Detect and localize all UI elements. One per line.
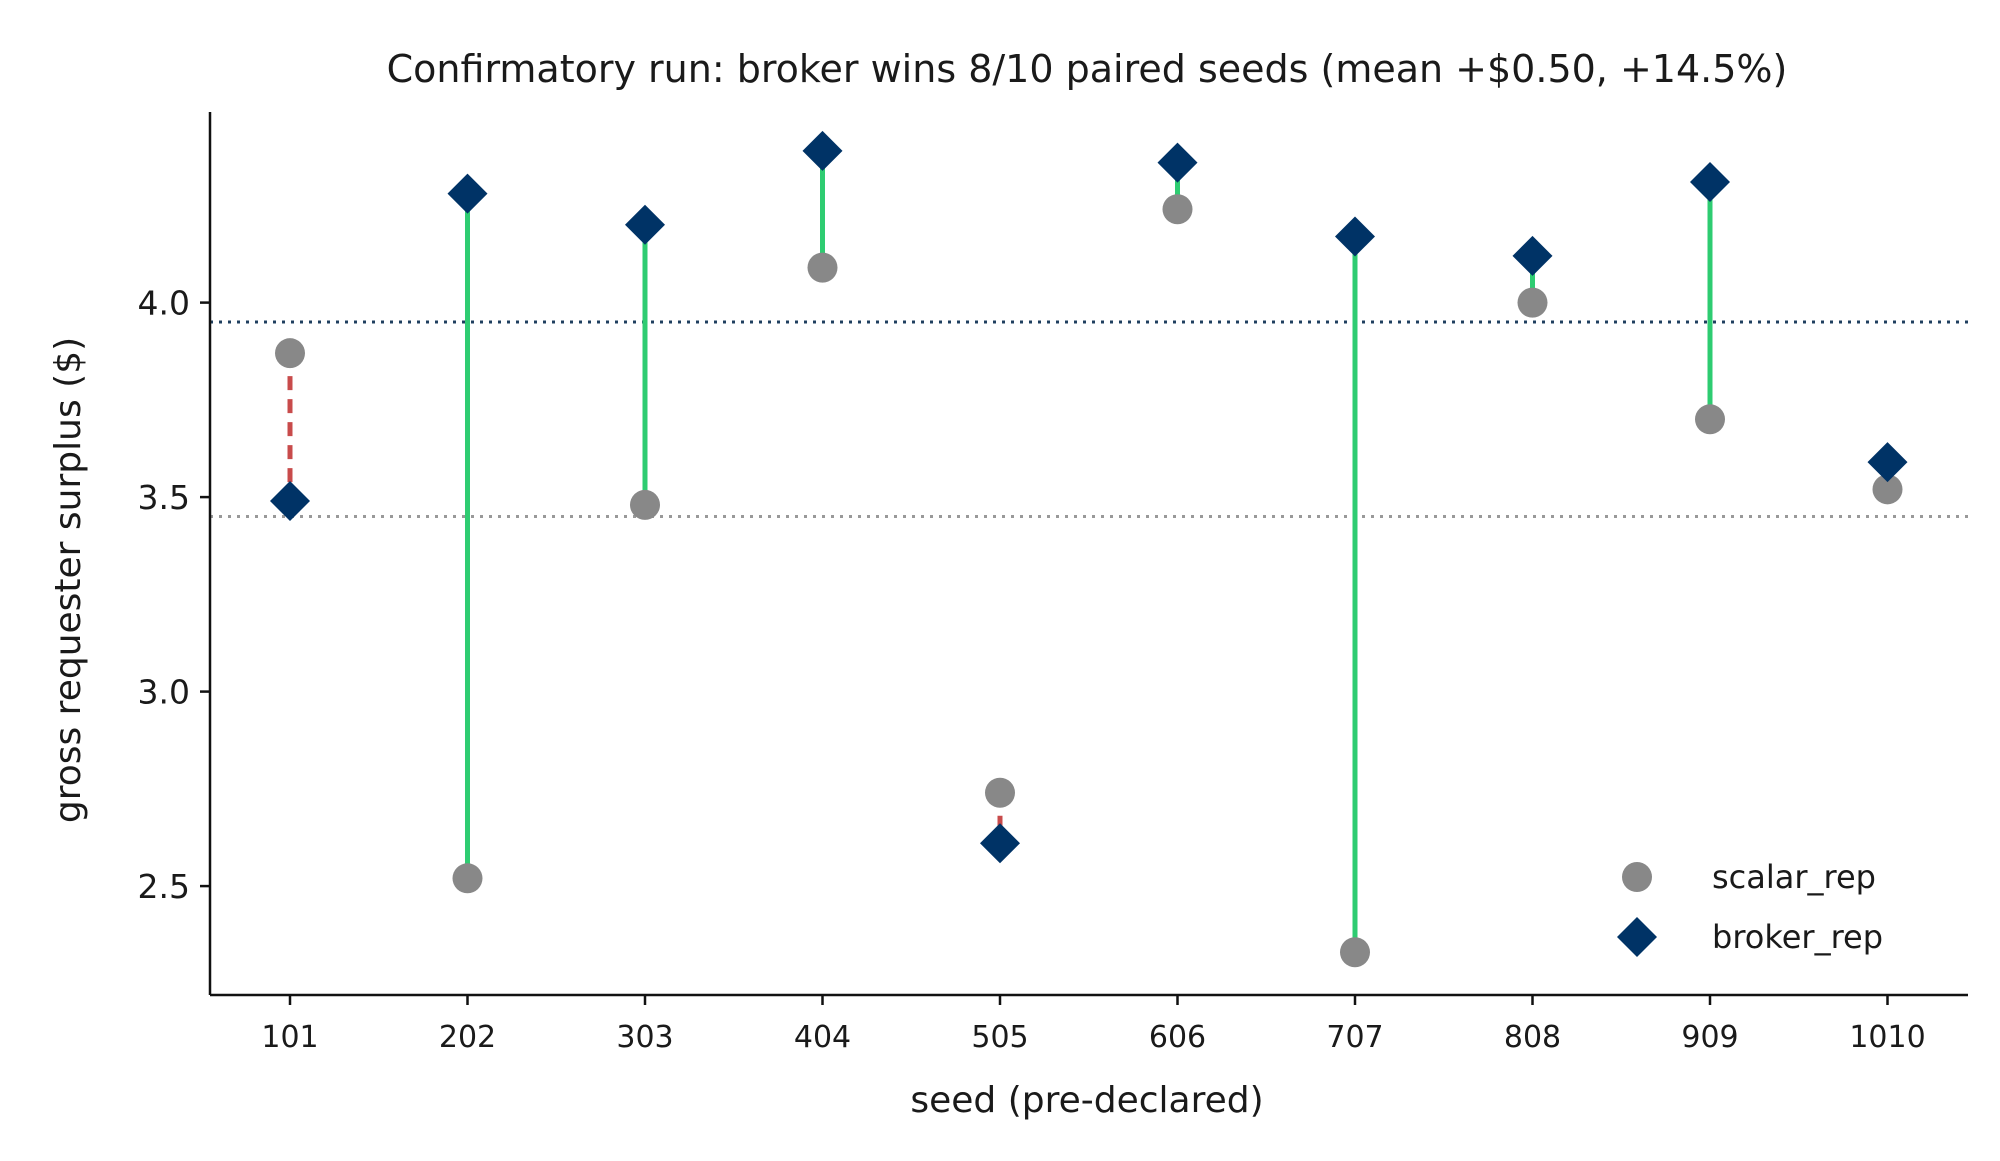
broker-point-101 bbox=[270, 480, 310, 521]
x-tick-label: 101 bbox=[261, 1020, 318, 1055]
x-tick-label: 505 bbox=[971, 1020, 1028, 1055]
y-tick-label: 4.0 bbox=[138, 284, 190, 323]
x-tick-label: 606 bbox=[1149, 1020, 1206, 1055]
x-tick-label: 909 bbox=[1681, 1020, 1738, 1055]
scalar-point-202 bbox=[452, 863, 483, 894]
data-points bbox=[270, 130, 1908, 968]
broker-point-505 bbox=[980, 823, 1020, 864]
scalar-point-505 bbox=[985, 777, 1015, 808]
x-tick-label: 404 bbox=[794, 1020, 851, 1055]
legend-label-broker: broker_rep bbox=[1712, 918, 1883, 956]
scalar-point-707 bbox=[1340, 937, 1370, 968]
x-tick-label: 1010 bbox=[1849, 1020, 1925, 1055]
legend: scalar_rep broker_rep bbox=[1617, 858, 1883, 957]
x-tick-label: 808 bbox=[1504, 1020, 1561, 1055]
legend-marker-scalar bbox=[1622, 862, 1652, 892]
chart-title: Confirmatory run: broker wins 8/10 paire… bbox=[387, 47, 1788, 91]
broker-point-808 bbox=[1512, 235, 1553, 276]
broker-point-606 bbox=[1157, 142, 1198, 183]
x-tick-label: 303 bbox=[616, 1020, 673, 1055]
broker-point-909 bbox=[1690, 162, 1730, 203]
x-tick-label: 707 bbox=[1326, 1020, 1383, 1055]
y-ticks: 2.5 3.0 3.5 4.0 bbox=[138, 284, 210, 906]
broker-point-202 bbox=[447, 173, 488, 214]
connectors bbox=[287, 150, 1890, 953]
scalar-point-909 bbox=[1695, 404, 1725, 435]
broker-point-707 bbox=[1335, 216, 1375, 257]
broker-point-1010 bbox=[1867, 442, 1908, 483]
axes bbox=[208, 112, 1968, 997]
legend-label-scalar: scalar_rep bbox=[1712, 858, 1876, 896]
y-tick-label: 2.5 bbox=[138, 867, 190, 906]
x-ticks: 101 202 303 404 505 606 707 808 909 1010 bbox=[261, 995, 1926, 1055]
y-axis-label: gross requester surplus ($) bbox=[48, 337, 89, 823]
scalar-point-101 bbox=[275, 338, 305, 369]
x-tick-label: 202 bbox=[439, 1020, 496, 1055]
scalar-point-808 bbox=[1517, 287, 1548, 318]
scalar-point-606 bbox=[1162, 194, 1193, 225]
broker-point-404 bbox=[802, 130, 843, 171]
scalar-point-303 bbox=[630, 489, 660, 520]
scalar-point-404 bbox=[807, 252, 838, 283]
broker-point-303 bbox=[625, 204, 665, 245]
x-axis-label: seed (pre-declared) bbox=[910, 1080, 1263, 1121]
scalar-point-1010 bbox=[1872, 474, 1903, 505]
legend-marker-broker bbox=[1617, 917, 1657, 957]
y-tick-label: 3.0 bbox=[138, 673, 190, 712]
y-tick-label: 3.5 bbox=[138, 478, 190, 517]
